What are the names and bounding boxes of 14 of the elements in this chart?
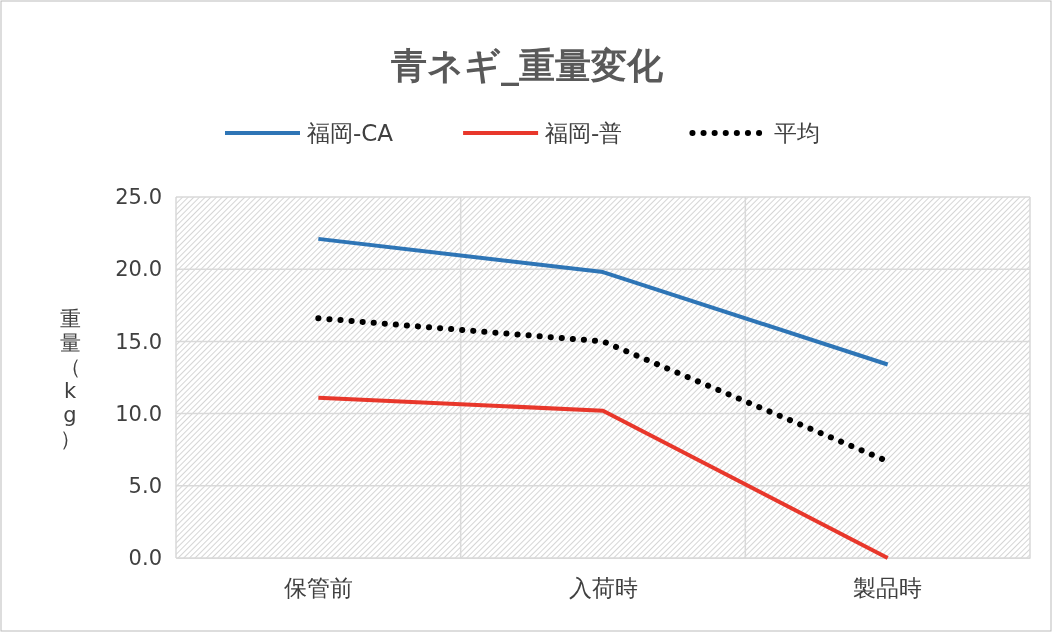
legend-label: 福岡-CA xyxy=(307,120,394,146)
y-axis-title: 重量（kg） xyxy=(59,306,81,451)
y-tick-label: 15.0 xyxy=(115,329,162,354)
y-tick-label: 25.0 xyxy=(115,185,162,210)
y-tick-label: 0.0 xyxy=(128,546,162,571)
x-tick-label: 製品時 xyxy=(853,575,923,602)
y-tick-label: 5.0 xyxy=(128,474,162,499)
legend-label: 福岡-普 xyxy=(545,120,623,146)
legend-label: 平均 xyxy=(774,120,821,146)
y-tick-label: 10.0 xyxy=(115,401,162,426)
chart-title: 青ネギ_重量変化 xyxy=(390,45,664,86)
x-tick-label: 保管前 xyxy=(283,575,353,602)
x-tick-label: 入荷時 xyxy=(568,575,638,602)
y-tick-label: 20.0 xyxy=(115,257,162,282)
